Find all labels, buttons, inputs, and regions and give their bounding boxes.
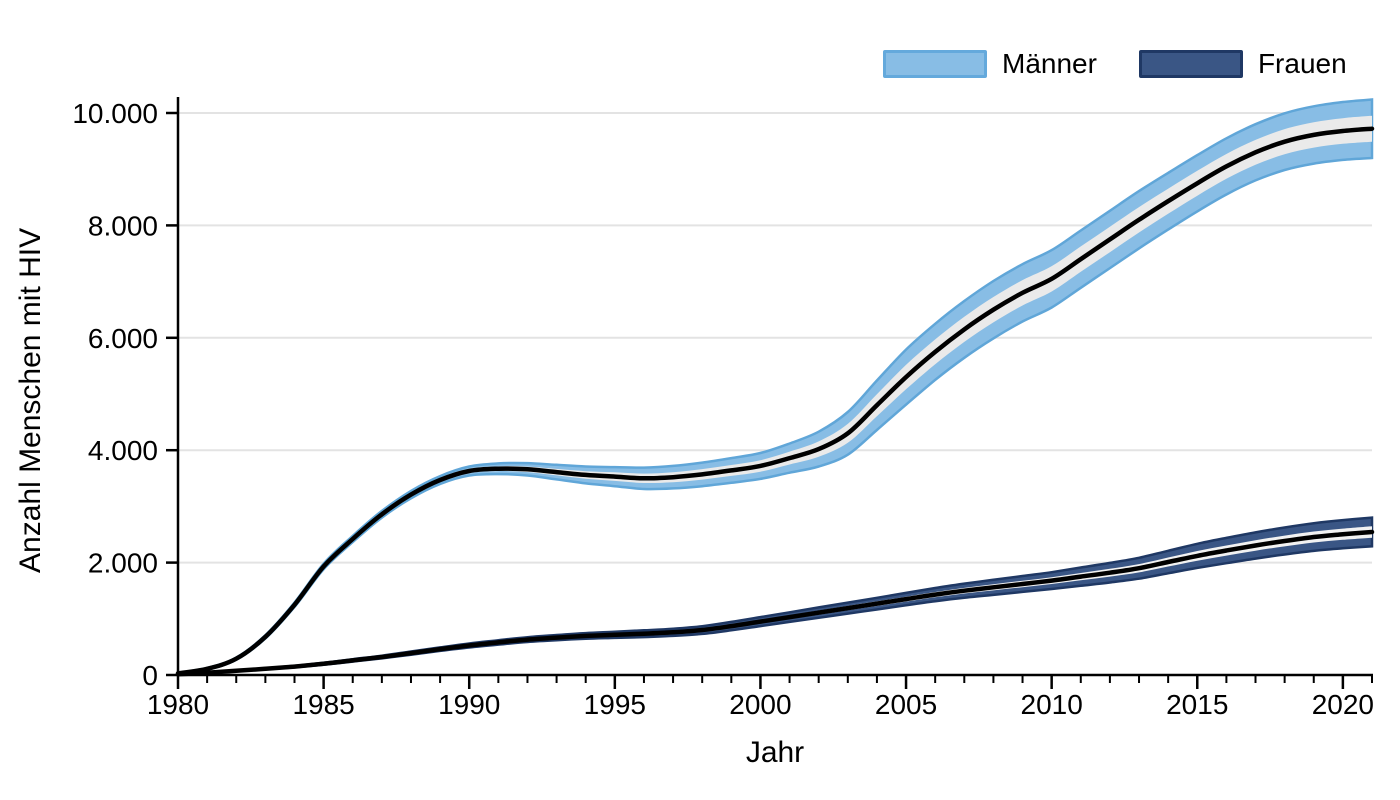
y-axis-title: Anzahl Menschen mit HIV (14, 227, 47, 573)
legend-label-maenner: Männer (1002, 48, 1097, 79)
y-tick-label: 4.000 (88, 435, 158, 466)
y-tick-label: 0 (142, 660, 158, 691)
y-ticks: 0 2.000 4.000 6.000 8.000 10.000 (72, 98, 178, 691)
y-tick-label: 10.000 (72, 98, 158, 129)
center-line (175, 126, 1375, 676)
ci-outer-band (176, 516, 1374, 676)
x-axis-title: Jahr (745, 736, 805, 769)
legend-item-frauen: Frauen (1138, 48, 1347, 79)
x-tick-label: 2005 (875, 689, 937, 720)
axes (176, 97, 1373, 677)
x-tick-label: 1985 (292, 689, 354, 720)
x-tick-label: 1995 (584, 689, 646, 720)
x-tick-label: 1990 (438, 689, 500, 720)
chart-legend: Männer Frauen (883, 50, 1389, 78)
center-line (175, 529, 1375, 677)
x-ticks: 1980 1985 1990 1995 2000 2005 2010 2015 2020 (147, 675, 1374, 720)
legend-item-maenner: Männer (883, 50, 1097, 78)
frauen-series (175, 516, 1375, 677)
ci-outer-band (176, 98, 1374, 676)
x-tick-label: 2015 (1166, 689, 1228, 720)
ci-inner-band (178, 526, 1372, 675)
maenner-band-swatch (883, 50, 987, 78)
y-tick-label: 2.000 (88, 548, 158, 579)
legend-label-frauen: Frauen (1257, 48, 1347, 79)
y-tick-label: 6.000 (88, 323, 158, 354)
x-tick-label: 2010 (1021, 689, 1083, 720)
x-tick-label: 2000 (729, 689, 791, 720)
x-tick-label: 1980 (147, 689, 209, 720)
ci-inner-band (178, 115, 1372, 674)
maenner-series (175, 98, 1375, 676)
x-tick-label: 2020 (1312, 689, 1374, 720)
y-tick-label: 8.000 (88, 210, 158, 241)
frauen-band-swatch (1138, 50, 1243, 78)
